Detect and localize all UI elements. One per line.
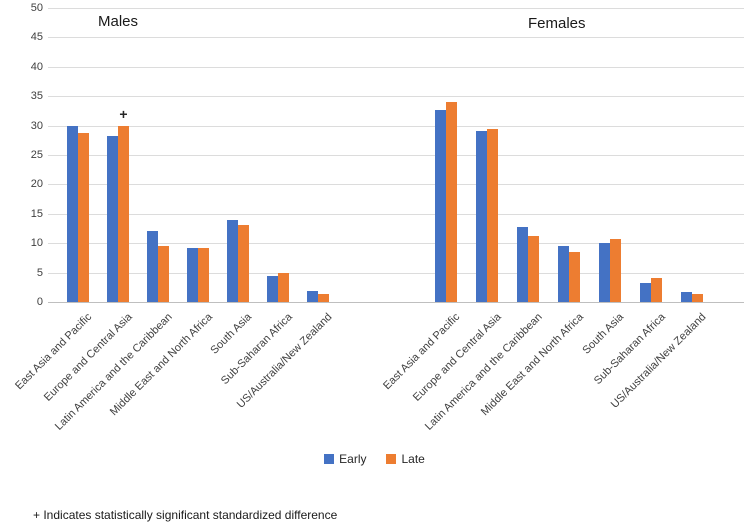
y-axis-tick-label: 20 bbox=[30, 178, 43, 191]
bar-males-early bbox=[187, 248, 198, 302]
legend-item-late: Late bbox=[386, 452, 425, 466]
y-axis-tick-label: 45 bbox=[30, 31, 43, 44]
y-axis-tick-label: 50 bbox=[30, 2, 43, 14]
bar-males-late bbox=[158, 246, 169, 302]
x-axis-category-label: Sub-Saharan Africa bbox=[591, 311, 668, 387]
x-axis-category-label: Sub-Saharan Africa bbox=[218, 311, 295, 387]
gridline bbox=[48, 96, 744, 98]
bar-males-early bbox=[227, 219, 238, 302]
y-axis-tick-label: 35 bbox=[30, 90, 43, 103]
bar-females-late bbox=[446, 102, 457, 302]
bar-females-early bbox=[517, 227, 528, 302]
bar-males-late bbox=[238, 224, 249, 302]
bar-males-late bbox=[118, 126, 129, 302]
gridline bbox=[48, 184, 744, 186]
footnote: + Indicates statistically significant st… bbox=[33, 508, 338, 522]
gridline bbox=[48, 243, 744, 245]
gridline bbox=[48, 272, 744, 274]
bar-males-late bbox=[78, 133, 89, 302]
legend-swatch-late bbox=[386, 454, 397, 464]
y-axis-tick-label: 25 bbox=[30, 149, 43, 161]
chart-legend: Early Late bbox=[0, 452, 749, 466]
bar-females-early bbox=[599, 242, 610, 302]
bar-males-late bbox=[318, 293, 329, 302]
bar-females-late bbox=[651, 277, 662, 302]
bar-females-early bbox=[640, 283, 651, 302]
gridline bbox=[48, 8, 744, 9]
bar-males-late bbox=[198, 247, 209, 302]
gridline bbox=[48, 37, 744, 39]
bar-females-late bbox=[528, 236, 539, 302]
bar-males-early bbox=[147, 231, 158, 302]
bar-females-early bbox=[476, 130, 487, 302]
y-axis-tick-label: 0 bbox=[36, 296, 43, 308]
bar-females-late bbox=[610, 239, 621, 302]
panel-title-females: Females bbox=[528, 15, 586, 32]
bar-females-late bbox=[569, 252, 580, 302]
gridline bbox=[48, 155, 744, 156]
bar-females-early bbox=[681, 292, 692, 302]
bar-males-early bbox=[267, 275, 278, 302]
panel-title-males: Males bbox=[98, 13, 139, 30]
gridline bbox=[48, 125, 744, 127]
y-axis-tick-label: 40 bbox=[30, 60, 43, 73]
gridline bbox=[48, 213, 744, 215]
legend-label: Late bbox=[401, 452, 425, 466]
significance-marker: + bbox=[119, 106, 128, 123]
bar-males-early bbox=[67, 125, 78, 302]
bar-males-early bbox=[107, 135, 118, 302]
bar-females-late bbox=[487, 128, 498, 302]
y-axis-tick-label: 15 bbox=[30, 207, 43, 220]
legend-swatch-early bbox=[324, 454, 335, 464]
bar-females-early bbox=[558, 246, 569, 302]
bar-females-early bbox=[435, 110, 446, 302]
bar-males-late bbox=[278, 272, 289, 302]
bar-males-early bbox=[307, 291, 318, 302]
y-axis-tick-label: 30 bbox=[30, 119, 43, 132]
y-axis-tick-label: 5 bbox=[36, 266, 43, 279]
legend-item-early: Early bbox=[324, 452, 366, 466]
gridline bbox=[48, 66, 744, 68]
x-axis-category-label: East Asia and Pacific bbox=[13, 311, 95, 393]
legend-label: Early bbox=[339, 452, 367, 466]
bar-females-late bbox=[692, 294, 703, 302]
y-axis-tick-label: 10 bbox=[30, 237, 43, 250]
x-axis-line bbox=[48, 302, 744, 303]
x-axis-category-label: East Asia and Pacific bbox=[381, 311, 463, 393]
